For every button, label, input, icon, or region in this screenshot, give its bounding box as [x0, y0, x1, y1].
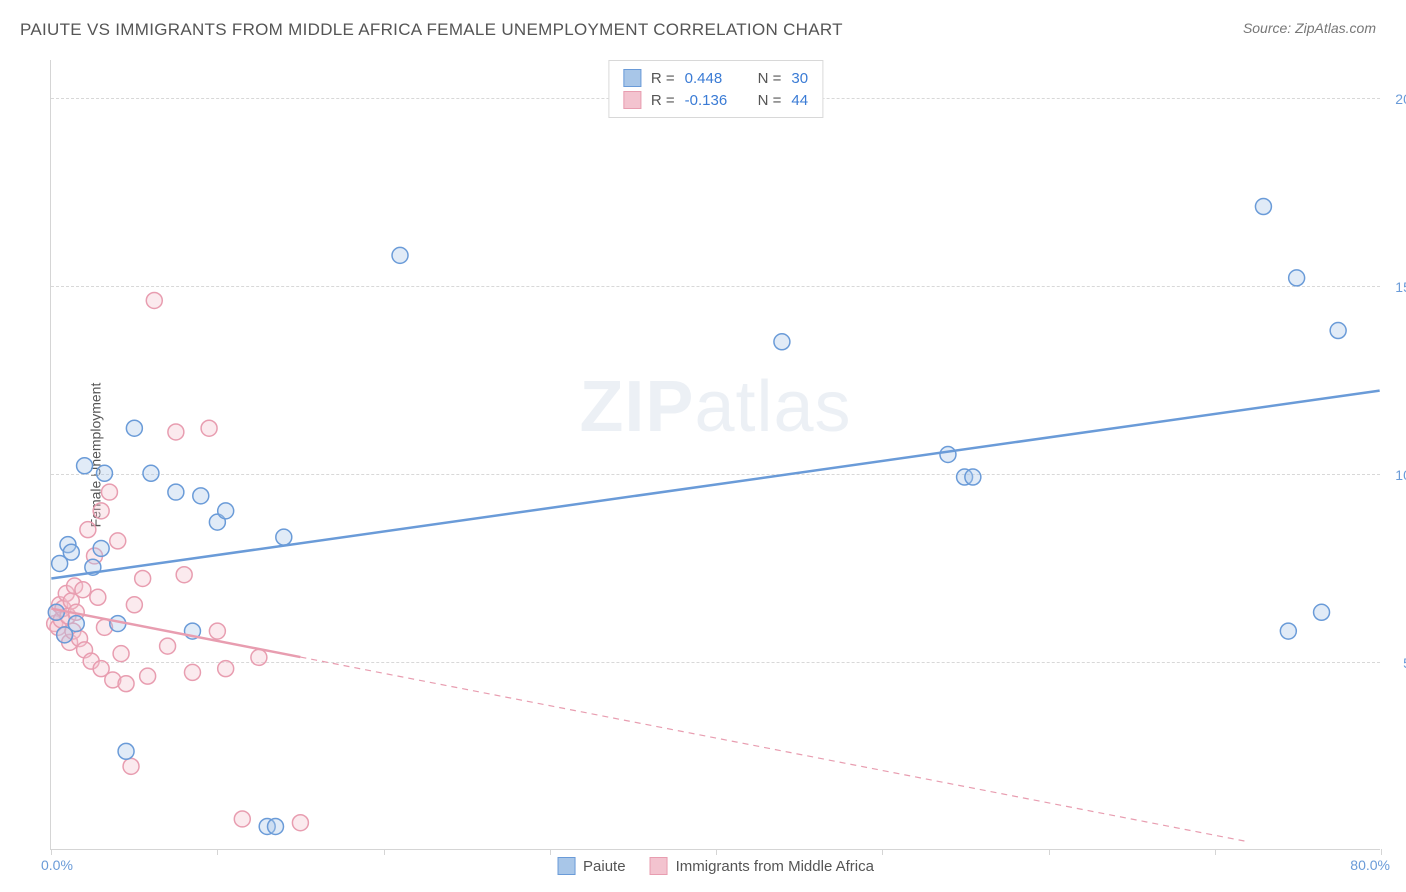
- y-tick-label: 10.0%: [1395, 467, 1406, 483]
- x-tick: [1381, 849, 1382, 855]
- series-legend: Paiute Immigrants from Middle Africa: [557, 857, 874, 875]
- series-legend-label-paiute: Paiute: [583, 858, 626, 875]
- y-tick-label: 15.0%: [1395, 279, 1406, 295]
- source-attribution: Source: ZipAtlas.com: [1243, 20, 1376, 36]
- series-legend-item-immigrants: Immigrants from Middle Africa: [650, 857, 874, 875]
- data-point-immigrants: [135, 570, 151, 586]
- chart-title: PAIUTE VS IMMIGRANTS FROM MIDDLE AFRICA …: [20, 20, 843, 40]
- n-label: N =: [758, 70, 782, 87]
- x-axis-min-label: 0.0%: [41, 857, 73, 873]
- data-point-immigrants: [126, 597, 142, 613]
- data-point-immigrants: [218, 661, 234, 677]
- scatter-plot-svg: [51, 60, 1380, 849]
- data-point-paiute: [48, 604, 64, 620]
- data-point-paiute: [126, 420, 142, 436]
- data-point-paiute: [68, 616, 84, 632]
- x-tick: [384, 849, 385, 855]
- x-tick: [716, 849, 717, 855]
- n-value-immigrants: 44: [791, 92, 808, 109]
- legend-swatch-immigrants: [623, 91, 641, 109]
- data-point-immigrants: [80, 522, 96, 538]
- data-point-paiute: [118, 743, 134, 759]
- data-point-paiute: [1289, 270, 1305, 286]
- data-point-immigrants: [118, 676, 134, 692]
- data-point-paiute: [193, 488, 209, 504]
- x-tick: [51, 849, 52, 855]
- data-point-immigrants: [292, 815, 308, 831]
- r-value-immigrants: -0.136: [685, 92, 740, 109]
- trend-line-paiute: [51, 391, 1379, 579]
- data-point-immigrants: [234, 811, 250, 827]
- chart-plot-area: Female Unemployment 5.0%10.0%15.0%20.0% …: [50, 60, 1380, 850]
- data-point-paiute: [143, 465, 159, 481]
- data-point-paiute: [96, 465, 112, 481]
- chart-header: PAIUTE VS IMMIGRANTS FROM MIDDLE AFRICA …: [0, 0, 1406, 50]
- correlation-legend-row-paiute: R = 0.448 N = 30: [623, 67, 808, 89]
- x-tick: [1049, 849, 1050, 855]
- data-point-immigrants: [110, 533, 126, 549]
- legend-swatch-immigrants-icon: [650, 857, 668, 875]
- data-point-immigrants: [101, 484, 117, 500]
- n-value-paiute: 30: [791, 70, 808, 87]
- data-point-paiute: [1255, 199, 1271, 215]
- data-point-paiute: [77, 458, 93, 474]
- data-point-immigrants: [140, 668, 156, 684]
- data-point-immigrants: [123, 758, 139, 774]
- data-point-paiute: [276, 529, 292, 545]
- series-legend-item-paiute: Paiute: [557, 857, 626, 875]
- y-tick-label: 20.0%: [1395, 91, 1406, 107]
- data-point-immigrants: [93, 503, 109, 519]
- r-value-paiute: 0.448: [685, 70, 740, 87]
- x-tick: [550, 849, 551, 855]
- data-point-paiute: [940, 447, 956, 463]
- data-point-paiute: [1314, 604, 1330, 620]
- data-point-paiute: [1330, 323, 1346, 339]
- legend-swatch-paiute-icon: [557, 857, 575, 875]
- data-point-paiute: [268, 818, 284, 834]
- data-point-immigrants: [251, 649, 267, 665]
- data-point-paiute: [965, 469, 981, 485]
- data-point-immigrants: [146, 292, 162, 308]
- r-label: R =: [651, 92, 675, 109]
- x-tick: [1215, 849, 1216, 855]
- data-point-immigrants: [160, 638, 176, 654]
- data-point-paiute: [1280, 623, 1296, 639]
- data-point-paiute: [774, 334, 790, 350]
- data-point-immigrants: [113, 646, 129, 662]
- data-point-paiute: [63, 544, 79, 560]
- data-point-immigrants: [184, 664, 200, 680]
- trend-line-dashed-immigrants: [300, 657, 1246, 841]
- source-name: ZipAtlas.com: [1295, 20, 1376, 36]
- x-axis-max-label: 80.0%: [1350, 857, 1390, 873]
- data-point-paiute: [93, 540, 109, 556]
- data-point-paiute: [392, 247, 408, 263]
- data-point-immigrants: [209, 623, 225, 639]
- data-point-paiute: [218, 503, 234, 519]
- source-prefix: Source:: [1243, 20, 1295, 36]
- legend-swatch-paiute: [623, 69, 641, 87]
- correlation-legend-row-immigrants: R = -0.136 N = 44: [623, 89, 808, 111]
- r-label: R =: [651, 70, 675, 87]
- series-legend-label-immigrants: Immigrants from Middle Africa: [676, 858, 874, 875]
- data-point-immigrants: [201, 420, 217, 436]
- x-tick: [882, 849, 883, 855]
- data-point-immigrants: [168, 424, 184, 440]
- data-point-immigrants: [75, 582, 91, 598]
- correlation-legend: R = 0.448 N = 30 R = -0.136 N = 44: [608, 60, 823, 118]
- n-label: N =: [758, 92, 782, 109]
- data-point-immigrants: [90, 589, 106, 605]
- data-point-immigrants: [176, 567, 192, 583]
- x-tick: [217, 849, 218, 855]
- data-point-paiute: [168, 484, 184, 500]
